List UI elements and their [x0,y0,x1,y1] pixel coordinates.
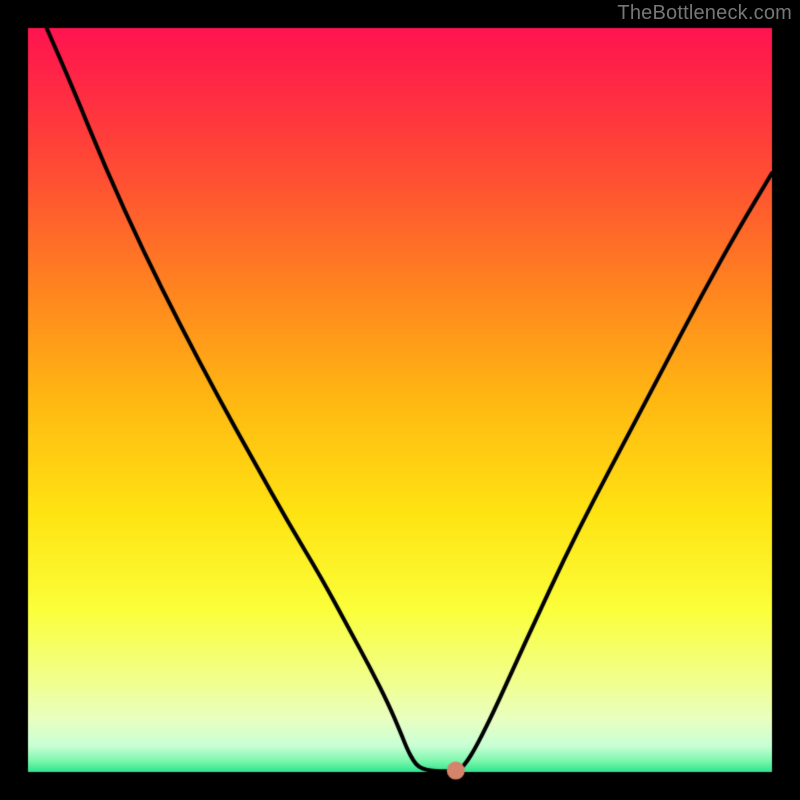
chart-canvas [0,0,800,800]
chart-stage: TheBottleneck.com [0,0,800,800]
